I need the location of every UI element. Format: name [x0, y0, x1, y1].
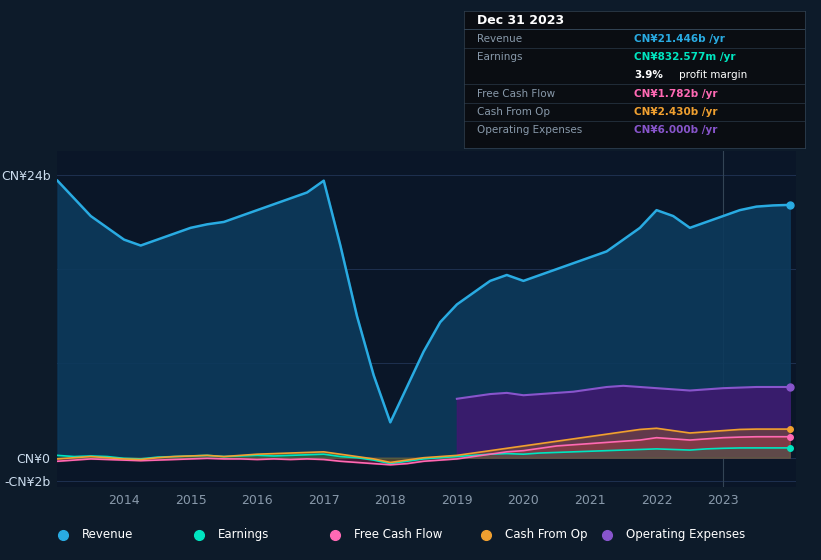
Text: Cash From Op: Cash From Op	[505, 528, 587, 542]
Text: CN¥2.430b /yr: CN¥2.430b /yr	[635, 107, 718, 117]
Text: Earnings: Earnings	[478, 52, 523, 62]
Text: CN¥832.577m /yr: CN¥832.577m /yr	[635, 52, 736, 62]
Text: CN¥6.000b /yr: CN¥6.000b /yr	[635, 125, 718, 135]
Text: Revenue: Revenue	[478, 34, 523, 44]
Text: Revenue: Revenue	[82, 528, 133, 542]
Text: Operating Expenses: Operating Expenses	[478, 125, 583, 135]
Text: CN¥1.782b /yr: CN¥1.782b /yr	[635, 88, 718, 99]
Text: Free Cash Flow: Free Cash Flow	[478, 88, 556, 99]
Text: CN¥21.446b /yr: CN¥21.446b /yr	[635, 34, 725, 44]
Text: Free Cash Flow: Free Cash Flow	[354, 528, 443, 542]
Text: profit margin: profit margin	[678, 70, 747, 80]
Text: Operating Expenses: Operating Expenses	[626, 528, 745, 542]
Text: Earnings: Earnings	[218, 528, 269, 542]
Text: Dec 31 2023: Dec 31 2023	[478, 14, 565, 27]
Text: Cash From Op: Cash From Op	[478, 107, 551, 117]
Text: 3.9%: 3.9%	[635, 70, 663, 80]
